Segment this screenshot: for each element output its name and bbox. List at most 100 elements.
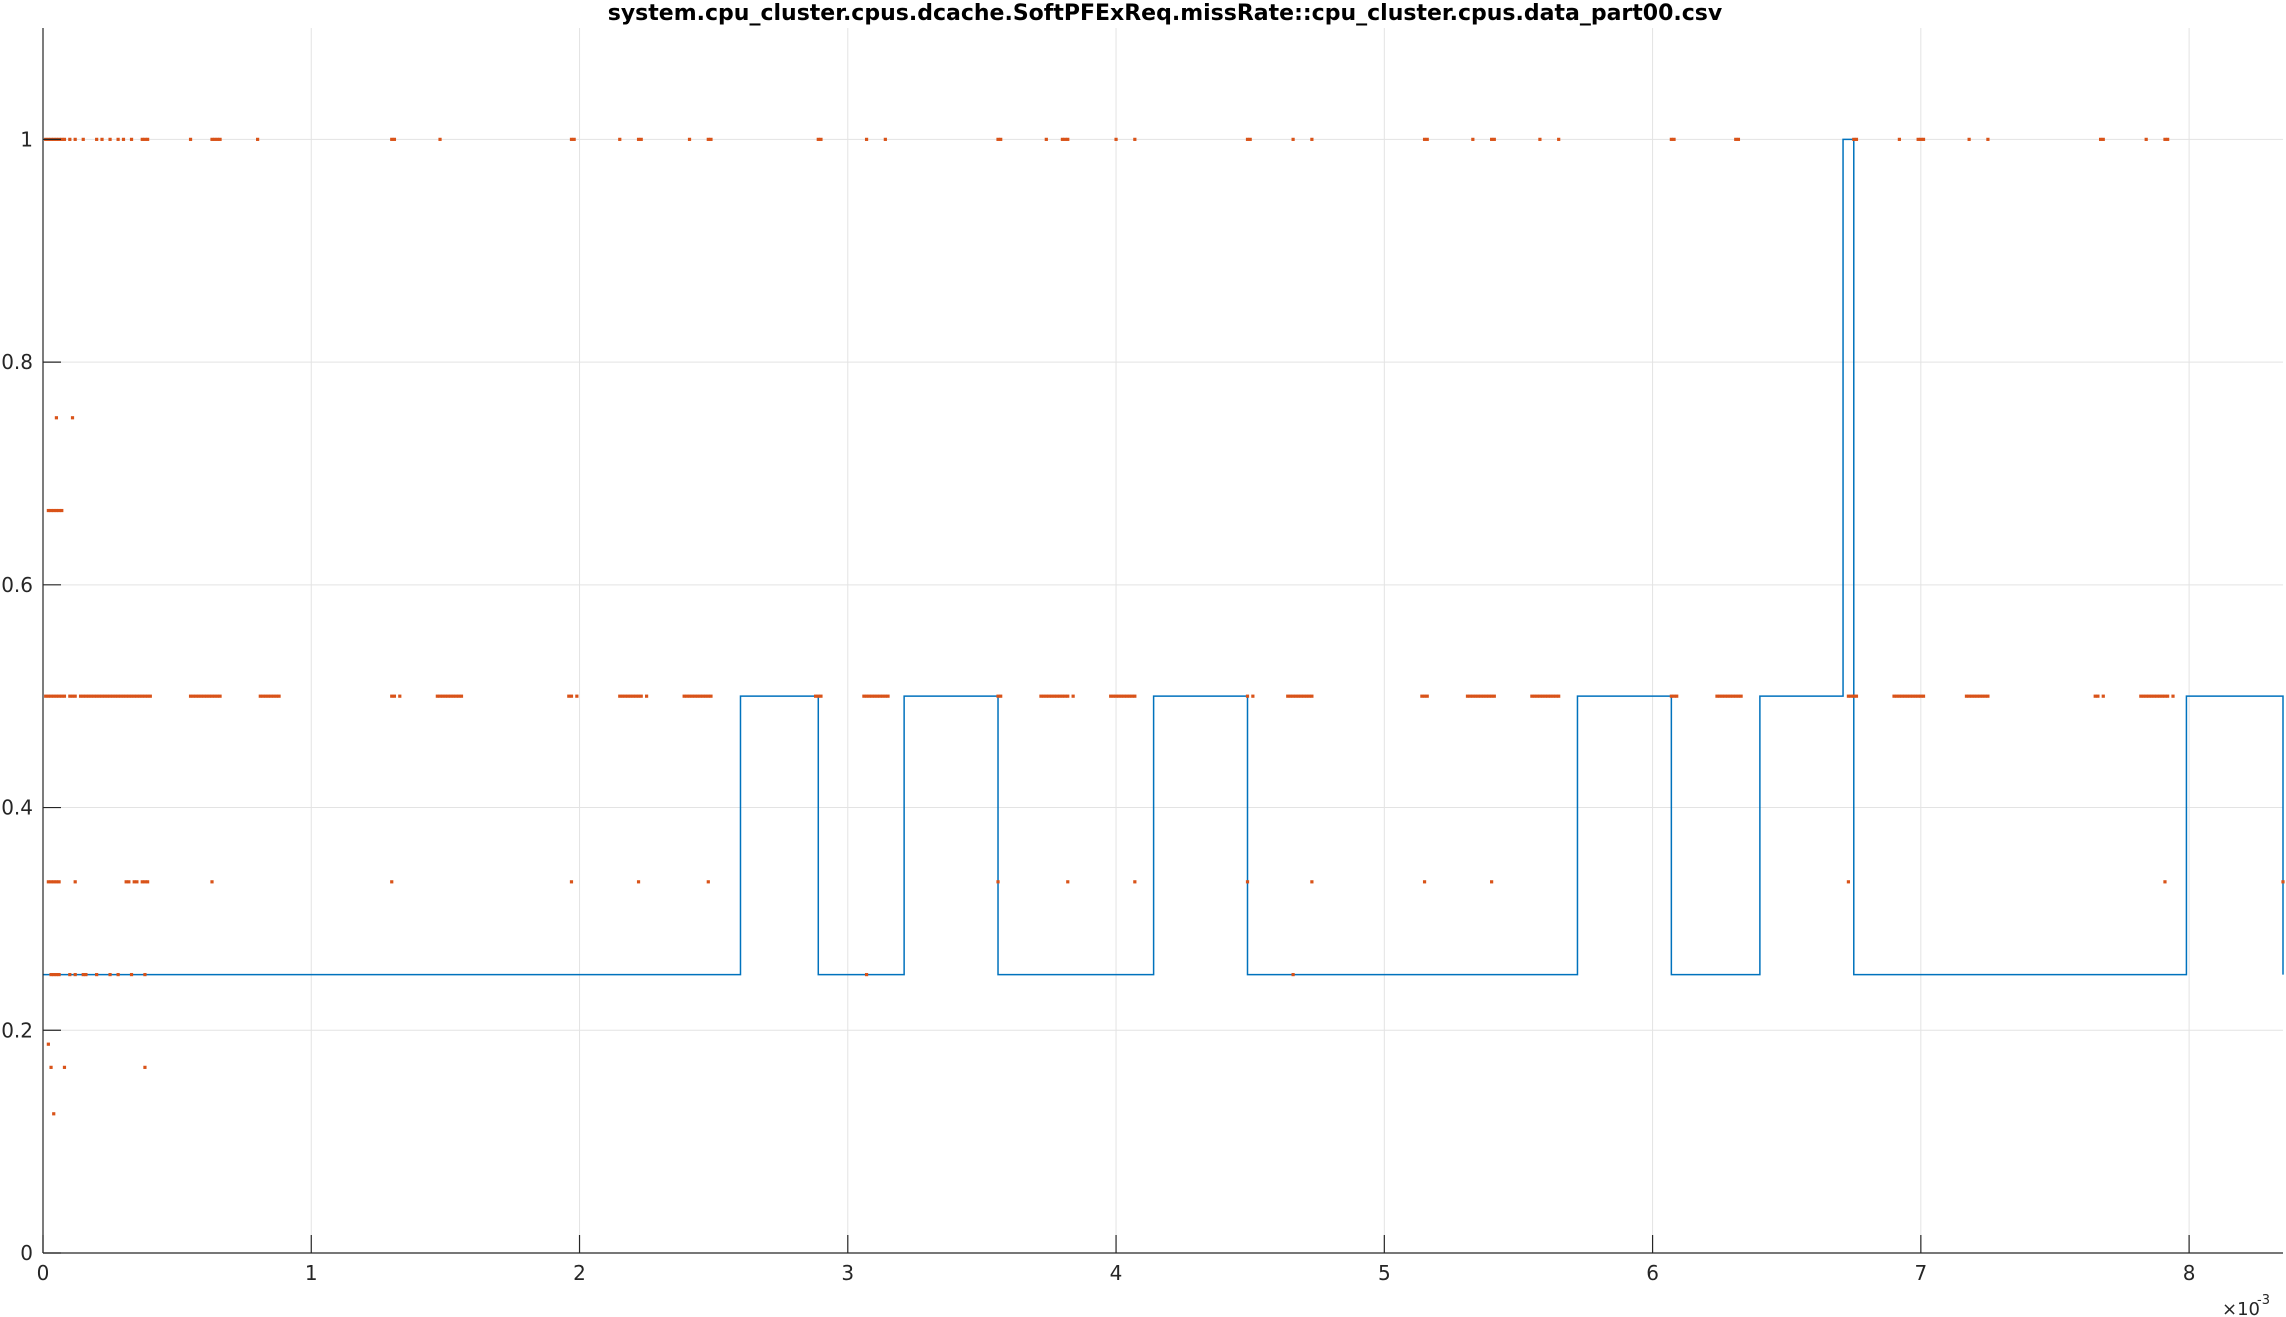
scatter-point (62, 1065, 67, 1069)
scatter-point (2141, 694, 2146, 698)
scatter-point (996, 880, 1000, 884)
grid-lines (43, 28, 2283, 1253)
scatter-point (1983, 694, 1987, 698)
x-exponent-power: -3 (2257, 1293, 2270, 1308)
scatter-point (116, 694, 120, 698)
scatter-point (84, 694, 88, 698)
scatter-point (1543, 694, 1547, 698)
scatter-point (873, 694, 877, 698)
scatter-point (2101, 137, 2105, 141)
scatter-point (446, 694, 450, 698)
scatter-point (398, 694, 402, 698)
scatter-point (620, 694, 625, 698)
scatter-point (210, 137, 214, 141)
scatter-point (639, 137, 643, 141)
scatter-point (618, 694, 622, 698)
scatter-point (1044, 137, 1048, 141)
scatter-point (1964, 694, 1969, 698)
y-tick-label: 0.4 (1, 796, 33, 820)
scatter-point (996, 694, 1000, 698)
scatter-point (1849, 694, 1853, 698)
scatter-point (870, 694, 874, 698)
scatter-point (1897, 694, 1901, 698)
scatter-point (264, 694, 268, 698)
scatter-point (54, 508, 59, 513)
scatter-point (121, 694, 126, 698)
scatter-point (1425, 694, 1429, 698)
scatter-point (256, 137, 260, 141)
step-line (43, 138, 2284, 976)
scatter-point (52, 508, 56, 513)
scatter-point (135, 694, 139, 698)
scatter-point (143, 137, 147, 141)
scatter-point (636, 137, 641, 141)
scatter-point (100, 137, 104, 141)
scatter-point (68, 972, 72, 977)
scatter-point (390, 880, 394, 884)
scatter-point (1476, 694, 1480, 698)
scatter-point (213, 694, 217, 698)
scatter-point (1905, 694, 1910, 698)
scatter-point (57, 972, 61, 977)
scatter-point (1895, 694, 1899, 698)
scatter-point (124, 880, 128, 884)
scatter-point (127, 694, 131, 698)
step-series (43, 138, 2284, 976)
scatter-point (210, 694, 214, 698)
scatter-point (1728, 694, 1732, 698)
y-tick-label: 0.8 (1, 350, 33, 374)
scatter-point (68, 694, 72, 698)
scatter-point (49, 694, 53, 698)
scatter-point (1133, 880, 1137, 884)
scatter-point (1672, 694, 1676, 698)
scatter-point (816, 137, 820, 141)
scatter-point (121, 137, 126, 141)
scatter-point (631, 694, 635, 698)
scatter-point (1532, 694, 1537, 698)
x-exponent-label: ×10 -3 (2222, 1293, 2270, 1317)
scatter-point (2139, 694, 2143, 698)
scatter-point (623, 694, 627, 698)
scatter-point (864, 137, 869, 141)
scatter-point (1299, 694, 1303, 698)
scatter-point (127, 880, 131, 884)
scatter-point (57, 880, 61, 884)
scatter-point (199, 694, 203, 698)
scatter-point (73, 694, 77, 698)
scatter-point (1538, 137, 1542, 141)
scatter-point (2149, 694, 2154, 698)
scatter-point (2152, 694, 2156, 698)
scatter-point (2144, 694, 2148, 698)
scatter-point (438, 694, 442, 698)
scatter-point (1535, 694, 1539, 698)
scatter-point (864, 694, 869, 698)
scatter-point (813, 694, 818, 698)
scatter-point (269, 694, 273, 698)
scatter-point (626, 694, 630, 698)
scatter-point (95, 137, 99, 141)
scatter-point (1291, 972, 1295, 977)
scatter-point (1481, 694, 1486, 698)
scatter-point (49, 508, 53, 513)
scatter-point (135, 880, 139, 884)
scatter-point (1066, 694, 1070, 698)
x-tick-label: 6 (1646, 1261, 1659, 1285)
scatter-point (1291, 137, 1295, 141)
scatter-point (1669, 694, 1673, 698)
axes: 0 1 2 3 4 5 6 7 8 0 0.2 0.4 0.6 0.8 1 (1, 28, 2283, 1285)
scatter-point (1050, 694, 1054, 698)
scatter-point (1734, 694, 1738, 698)
scatter-point (100, 694, 104, 698)
scatter-point (996, 137, 1000, 141)
scatter-point (2155, 694, 2159, 698)
scatter-point (1117, 694, 1121, 698)
scatter-point (129, 972, 134, 977)
scatter-point (1130, 694, 1134, 698)
scatter-point (213, 137, 217, 141)
scatter-point (1484, 694, 1488, 698)
scatter-point (1736, 694, 1741, 698)
scatter-point (1044, 694, 1048, 698)
scatter-point (1538, 694, 1542, 698)
scatter-point (52, 972, 56, 977)
scatter-point (1471, 694, 1475, 698)
